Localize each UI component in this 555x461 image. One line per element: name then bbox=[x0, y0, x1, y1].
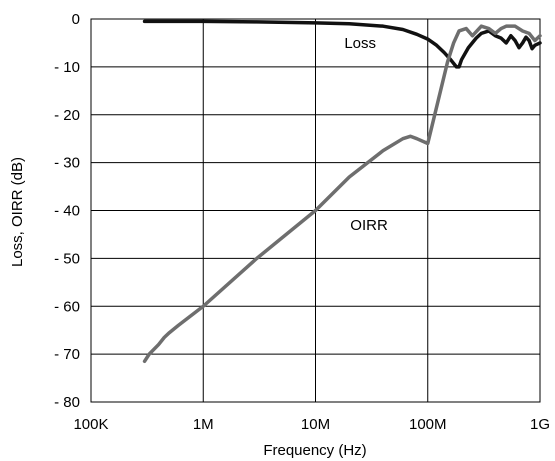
y-tick-label: - 30 bbox=[54, 155, 80, 172]
x-axis-label: Frequency (Hz) bbox=[263, 442, 366, 459]
y-axis-label: Loss, OIRR (dB) bbox=[9, 157, 26, 267]
y-tick-label: 0 bbox=[72, 11, 80, 28]
x-tick-label: 100M bbox=[409, 416, 447, 433]
annotation-oirr: OIRR bbox=[350, 217, 388, 234]
y-tick-label: - 60 bbox=[54, 298, 80, 315]
x-axis-ticks: 100K 1M 10M 100M 1G bbox=[73, 416, 550, 433]
y-axis-ticks: 0 - 10 - 20 - 30 - 40 - 50 - 60 - 70 - 80 bbox=[54, 11, 80, 411]
x-tick-label: 100K bbox=[73, 416, 108, 433]
annotations: Loss OIRR bbox=[344, 35, 388, 234]
x-tick-label: 10M bbox=[301, 416, 330, 433]
y-tick-label: - 80 bbox=[54, 394, 80, 411]
x-tick-label: 1M bbox=[193, 416, 214, 433]
annotation-loss: Loss bbox=[344, 35, 376, 52]
series-layer bbox=[142, 19, 542, 364]
series-line-oirr bbox=[142, 24, 542, 364]
series-line-loss bbox=[142, 19, 542, 69]
y-tick-label: - 10 bbox=[54, 59, 80, 76]
plot-frame bbox=[90, 18, 541, 403]
y-tick-label: - 40 bbox=[54, 203, 80, 220]
y-tick-label: - 70 bbox=[54, 346, 80, 363]
y-tick-label: - 20 bbox=[54, 107, 80, 124]
x-tick-label: 1G bbox=[530, 416, 550, 433]
y-tick-label: - 50 bbox=[54, 250, 80, 267]
